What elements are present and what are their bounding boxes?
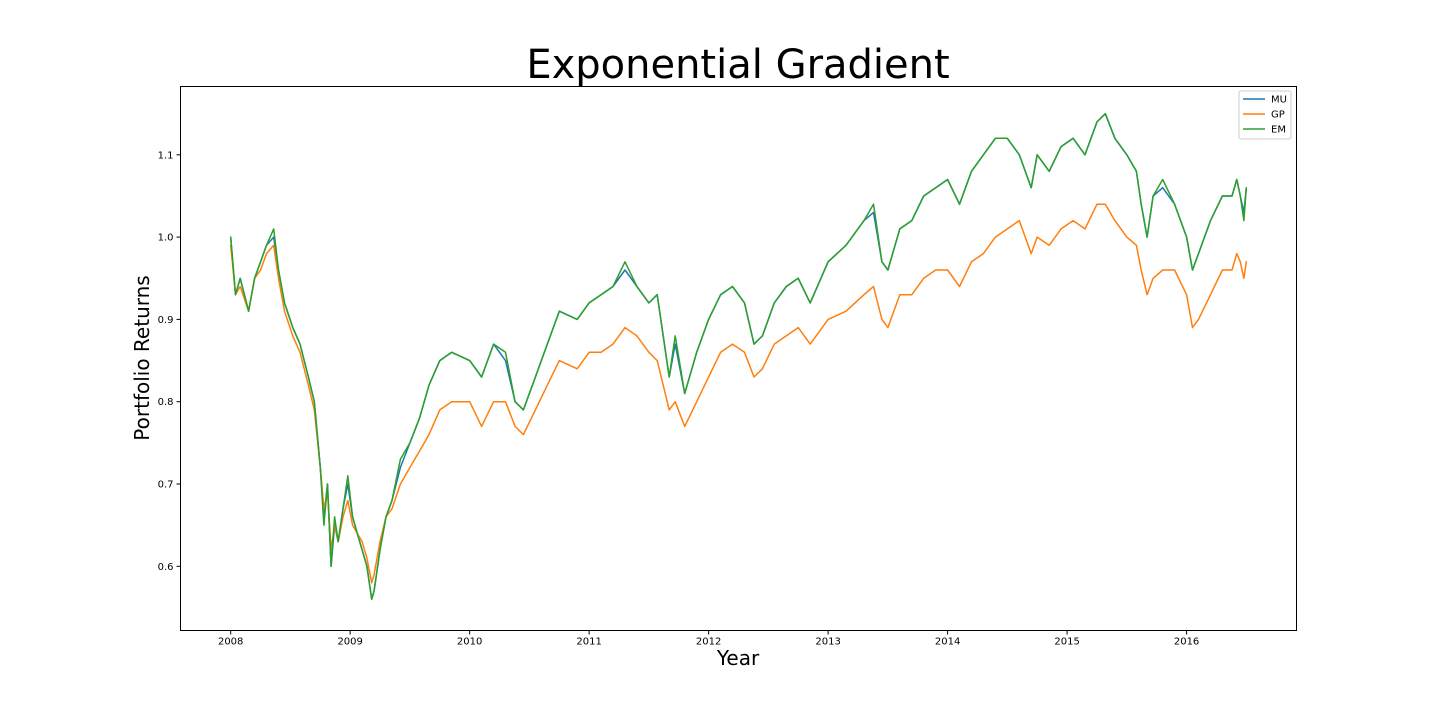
x-tick-label: 2014 [935,637,960,648]
x-tick-label: 2009 [337,637,362,648]
legend-box [1238,90,1292,140]
x-tick-label: 2016 [1174,637,1199,648]
legend-label-em: EM [1271,125,1286,136]
y-tick-label: 0.6 [158,562,174,573]
x-axis: 2008 2009 2010 2011 2012 2013 2014 2015 2016 [218,630,1199,648]
x-tick-label: 2008 [218,637,243,648]
legend: MU GP EM [1238,90,1292,140]
series-line-em [229,112,1248,600]
y-axis-label: Portfolio Returns [130,275,154,440]
y-tick-label: 0.7 [158,480,174,491]
y-tick-label: 0.8 [158,397,174,408]
series-line-gp [229,203,1248,584]
x-tick-label: 2013 [815,637,840,648]
y-tick-label: 1.0 [158,233,174,244]
chart-title: Exponential Gradient [526,42,949,88]
x-tick-label: 2010 [457,637,482,648]
x-tick-label: 2011 [576,637,601,648]
y-axis: 0.6 0.7 0.8 0.9 1.0 1.1 [158,150,181,573]
y-tick-label: 0.9 [158,315,174,326]
legend-label-gp: GP [1271,110,1285,121]
legend-label-mu: MU [1271,95,1287,106]
axes-frame [180,86,1297,631]
plot-area [180,86,1297,631]
x-tick-label: 2012 [696,637,721,648]
x-axis-label: Year [716,646,760,670]
x-tick-label: 2015 [1054,637,1079,648]
y-tick-label: 1.1 [158,150,174,161]
series-layer [229,112,1248,600]
